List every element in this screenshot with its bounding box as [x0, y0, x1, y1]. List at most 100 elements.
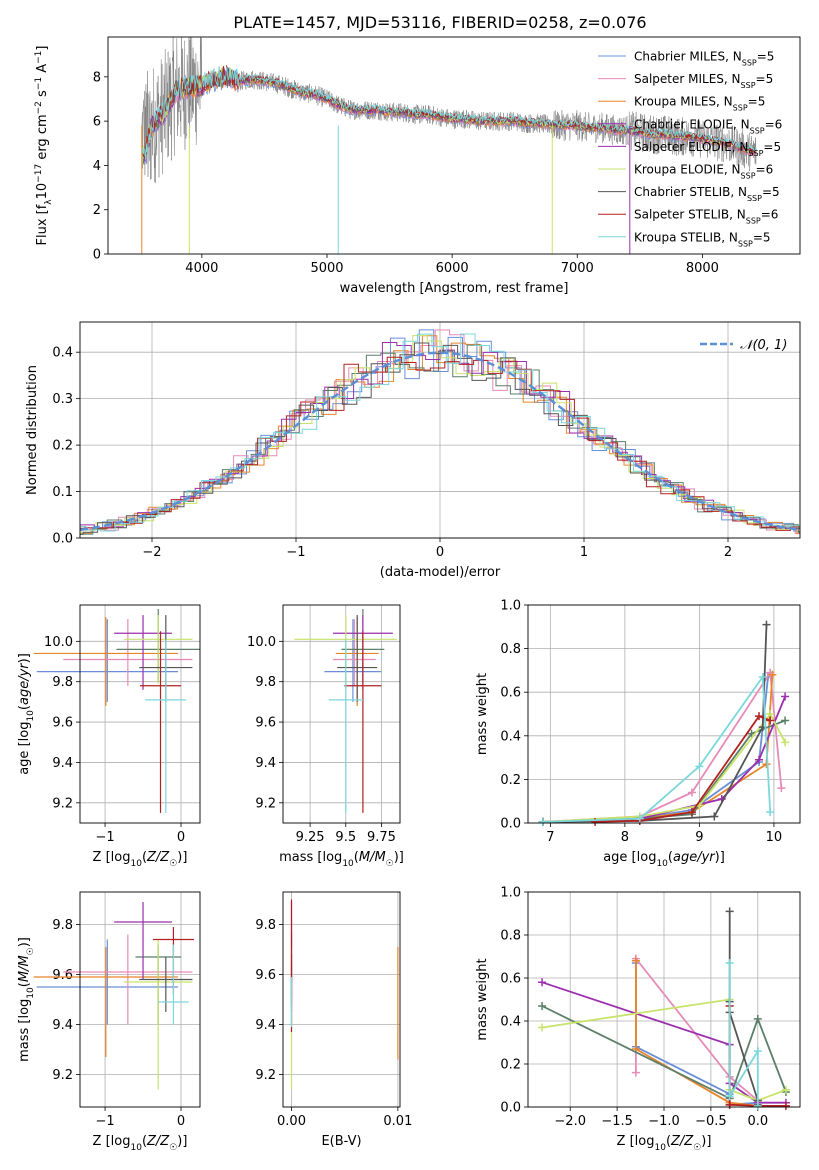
legend-text: =5	[763, 140, 781, 154]
y-tick-label: 8	[93, 70, 101, 85]
label-part: 10	[35, 183, 50, 200]
y-tick-label: 0.6	[500, 972, 521, 987]
weight-point-4	[781, 692, 790, 701]
x-tick-label: 0.00	[277, 1114, 306, 1129]
x-axis-label: Z [log10(Z/Z☉)]	[93, 850, 188, 869]
y-tick-label: 9.2	[52, 796, 73, 811]
histogram-5	[80, 335, 800, 535]
y-tick-label: 9.4	[52, 1018, 73, 1033]
y-tick-label: 0.8	[500, 929, 521, 944]
x-axis-label: mass [log10(M/M☉)]	[279, 850, 404, 869]
y-axis-label: Normed distribution	[25, 365, 40, 495]
legend-text: Kroupa STELIB, N	[634, 230, 738, 244]
y-tick-label: 9.6	[255, 968, 276, 983]
label-part: 10	[656, 859, 668, 869]
label-part: )]	[17, 653, 32, 663]
y-axis-label: mass weight	[475, 958, 490, 1040]
legend-text: =5	[753, 230, 771, 244]
weight-point-1	[777, 784, 786, 793]
weight-point-4	[538, 978, 547, 987]
weight-point-8	[758, 672, 767, 681]
label-part: −1	[34, 51, 44, 64]
label-part: ☉	[386, 859, 394, 869]
model-fit-8	[141, 66, 757, 162]
weight-point-8	[725, 1092, 734, 1101]
y-tick-label: 0.0	[500, 817, 521, 832]
weight-line-8	[728, 963, 759, 1106]
weight-vs-Z-frame	[527, 891, 801, 1108]
y-tick-label: 1.0	[500, 886, 521, 901]
weight-point-7	[755, 712, 764, 721]
weights-weight-vs-Z	[538, 907, 790, 1110]
x-tick-label: 7	[546, 830, 554, 845]
weight-point-6	[710, 812, 719, 821]
label-part: M/M	[359, 850, 386, 865]
legend-text: Chabrier STELIB, N	[634, 185, 747, 199]
y-tick-label: 9.2	[255, 796, 276, 811]
weight-point-7	[687, 808, 696, 817]
x-axis-label: (data-model)/error	[380, 565, 501, 580]
y-tick-label: 9.6	[255, 716, 276, 731]
legend-text: Salpeter MILES, N	[634, 72, 741, 86]
x-tick-label: 8000	[686, 261, 719, 276]
y-axis-label: mass weight	[475, 673, 490, 755]
weight-point-8	[695, 762, 704, 771]
weight-point-6	[725, 907, 734, 916]
label-part: )]	[177, 1134, 187, 1149]
label-part: 10	[342, 859, 354, 869]
errorbars-age-vs-mass	[294, 609, 398, 813]
y-tick-label: 0.0	[500, 1101, 521, 1116]
weight-line-4	[542, 696, 786, 823]
x-tick-label: −1	[95, 830, 114, 845]
label-part: ☉	[169, 1143, 177, 1153]
weight-point-7	[725, 1100, 734, 1109]
x-tick-label: −0.5	[695, 1114, 727, 1129]
y-axis-label: mass [log10(M/M☉)]	[17, 937, 36, 1062]
errorbars-mass-vs-Z	[33, 902, 194, 1090]
x-tick-label: −1	[286, 545, 305, 560]
axes-age-vs-Z: −1 0 9.2 9.4 9.6 9.8 10.0	[44, 605, 200, 845]
label-part: Z/Z	[670, 1134, 694, 1149]
legend-text: =5	[757, 50, 775, 64]
histogram-7	[80, 356, 800, 531]
legend-entry: Kroupa ELODIE, NSSP=6	[634, 163, 773, 181]
y-tick-label: 0.2	[500, 773, 521, 788]
x-tick-label: −1	[95, 1114, 114, 1129]
weight-point-7	[781, 1101, 790, 1110]
y-tick-label: 0.2	[52, 439, 73, 454]
x-tick-label: 0	[177, 1114, 185, 1129]
x-tick-label: 2	[724, 545, 732, 560]
y-tick-label: 0.3	[52, 392, 73, 407]
x-tick-label: 9.5	[335, 830, 356, 845]
weights-weight-vs-age	[538, 620, 790, 826]
label-part: s	[35, 90, 50, 101]
histogram-8	[80, 333, 800, 532]
weight-point-5	[781, 738, 790, 747]
label-part: Z [log	[617, 1134, 655, 1149]
weight-point-5	[538, 1023, 547, 1032]
label-part: Z/Z	[146, 1134, 170, 1149]
legend-text: =5	[748, 95, 766, 109]
weight-point-2	[631, 956, 640, 965]
y-tick-label: 0.4	[500, 1015, 521, 1030]
y-tick-label: 9.2	[255, 1068, 276, 1083]
legend-sub: SSP	[750, 126, 765, 135]
legend-sub: SSP	[746, 216, 761, 225]
legend-text: Kroupa ELODIE, N	[634, 163, 741, 177]
weight-point-3	[753, 1014, 762, 1023]
axes-mass-vs-EBV: 0.00 0.01 9.2 9.4 9.6 9.8	[255, 892, 412, 1129]
residuals-frame	[79, 321, 801, 539]
y-tick-label: 0.0	[52, 532, 73, 547]
weight-point-7	[766, 716, 775, 725]
histograms	[80, 329, 800, 535]
weight-point-8	[753, 1101, 762, 1110]
legend-sub: SSP	[738, 239, 753, 248]
legend-text: =6	[756, 163, 774, 177]
legend-sub: SSP	[741, 81, 756, 90]
label-part: (	[666, 1134, 671, 1149]
label-part: λ	[44, 199, 54, 205]
legend-sub: SSP	[741, 171, 756, 180]
y-tick-label: 4	[93, 159, 101, 174]
legend-sub: SSP	[733, 103, 748, 112]
label-part: age [log	[17, 722, 32, 775]
